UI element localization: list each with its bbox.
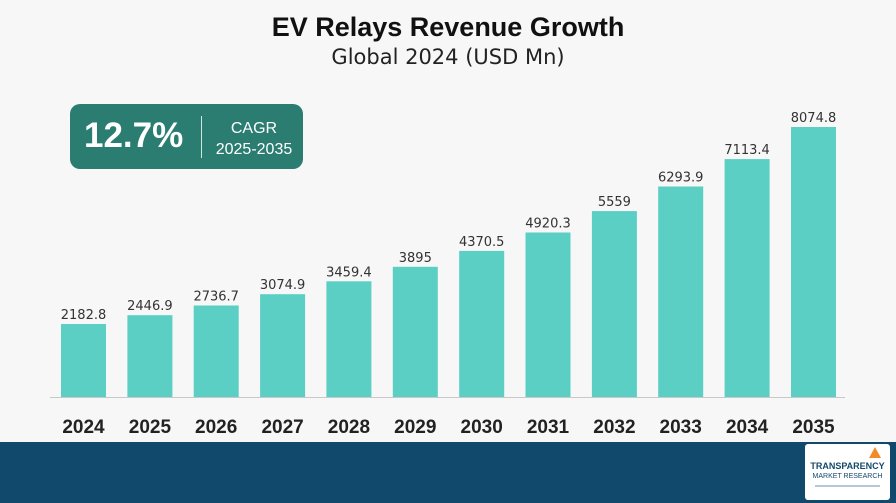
x-tick-label-2025: 2025 <box>129 417 172 438</box>
bar-2032 <box>591 211 637 397</box>
chart-subtitle: Global 2024 (USD Mn) <box>331 45 565 69</box>
x-tick-label-2030: 2030 <box>461 417 503 438</box>
data-label-2026: 2736.7 <box>193 290 239 305</box>
bar-2027 <box>260 294 306 397</box>
x-tick-label-2032: 2032 <box>593 417 635 438</box>
bar-2024 <box>61 324 106 397</box>
data-label-2025: 2446.9 <box>127 299 173 314</box>
bar-2028 <box>326 281 372 397</box>
logo-underline <box>815 485 880 487</box>
x-tick-label-2034: 2034 <box>726 417 769 438</box>
brand-name-line1: TRANSPARENCY <box>810 461 885 471</box>
data-label-2035: 8074.8 <box>791 111 837 126</box>
cagr-box: 12.7% CAGR 2025-2035 <box>70 104 303 169</box>
x-tick-label-2028: 2028 <box>328 417 370 438</box>
logo-mark-icon <box>869 447 881 458</box>
bar-2034 <box>724 159 770 397</box>
x-tick-label-2024: 2024 <box>62 417 105 438</box>
bar-2031 <box>525 232 571 397</box>
bar-2035 <box>791 127 836 397</box>
cagr-label-block: CAGR 2025-2035 <box>205 118 303 160</box>
bar-2026 <box>193 305 239 397</box>
brand-logo: TRANSPARENCY MARKET RESEARCH <box>805 444 890 500</box>
brand-name-line2: MARKET RESEARCH <box>812 473 883 480</box>
x-tick-label-2027: 2027 <box>261 417 303 438</box>
data-label-2027: 3074.9 <box>260 278 306 293</box>
cagr-period: 2025-2035 <box>215 141 293 158</box>
x-tick-label-2029: 2029 <box>394 417 436 438</box>
data-label-2033: 6293.9 <box>658 171 704 186</box>
data-label-2029: 3895 <box>399 251 432 266</box>
cagr-label: CAGR <box>230 120 278 137</box>
footer-bar <box>0 442 896 503</box>
data-label-2032: 5559 <box>598 195 631 210</box>
bar-2029 <box>392 266 438 397</box>
x-tick-label-2033: 2033 <box>660 417 702 438</box>
data-label-2030: 4370.5 <box>459 235 505 250</box>
bar-2025 <box>127 315 173 397</box>
data-label-2034: 7113.4 <box>724 143 770 158</box>
data-label-2028: 3459.4 <box>326 265 372 280</box>
x-tick-label-2031: 2031 <box>527 417 570 438</box>
bar-2030 <box>459 250 505 397</box>
x-tick-label-2026: 2026 <box>195 417 237 438</box>
cagr-value: 12.7% <box>84 116 184 155</box>
bar-chart: 2182.8 2024 2446.9 2025 2736.7 2026 3074.9 2027… <box>50 111 845 438</box>
x-tick-label-2035: 2035 <box>792 417 835 438</box>
chart-title: EV Relays Revenue Growth <box>271 12 625 42</box>
cagr-divider <box>201 116 202 158</box>
data-label-2024: 2182.8 <box>61 308 107 323</box>
bar-2033 <box>658 186 704 397</box>
data-label-2031: 4920.3 <box>525 217 571 232</box>
